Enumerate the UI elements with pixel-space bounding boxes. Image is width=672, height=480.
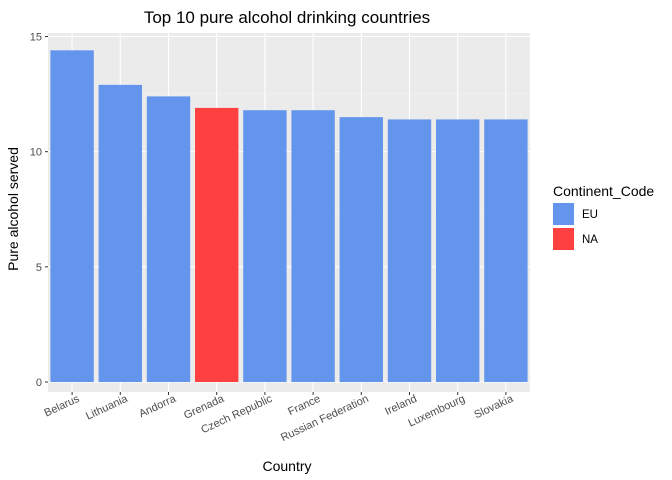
- x-tick-label: Ireland: [383, 393, 419, 418]
- x-tick-label: Belarus: [42, 393, 81, 420]
- bar: [339, 117, 383, 382]
- legend: Continent_Code EU NA: [553, 183, 654, 250]
- legend-label: NA: [582, 234, 598, 246]
- bar: [195, 107, 239, 383]
- legend-title: Continent_Code: [553, 183, 654, 199]
- x-tick-label: Russian Federation: [279, 393, 371, 444]
- bar: [484, 119, 528, 383]
- bar: [243, 110, 287, 382]
- bar: [146, 96, 191, 383]
- y-tick-label: 10: [30, 147, 42, 159]
- bar: [50, 50, 94, 382]
- x-axis-title: Country: [262, 458, 311, 474]
- x-tick-label: France: [286, 393, 322, 418]
- x-tick-label: Lithuania: [84, 392, 130, 422]
- bar: [291, 110, 335, 382]
- y-tick-label: 15: [30, 32, 42, 44]
- bar: [98, 84, 142, 383]
- bar: [436, 119, 480, 383]
- y-tick-label: 5: [36, 262, 42, 274]
- legend-key: [553, 203, 574, 225]
- bar: [387, 119, 432, 383]
- legend-label: EU: [582, 209, 598, 221]
- y-axis-ticks: 0 5 10 15: [30, 32, 48, 389]
- x-tick-label: Slovakia: [472, 392, 516, 421]
- legend-key: [553, 228, 574, 250]
- y-axis-title: Pure alcohol served: [5, 147, 21, 271]
- bars: [50, 50, 528, 383]
- x-tick-label: Andorra: [137, 392, 178, 420]
- y-tick-label: 0: [36, 377, 42, 389]
- chart-title: Top 10 pure alcohol drinking countries: [144, 8, 430, 27]
